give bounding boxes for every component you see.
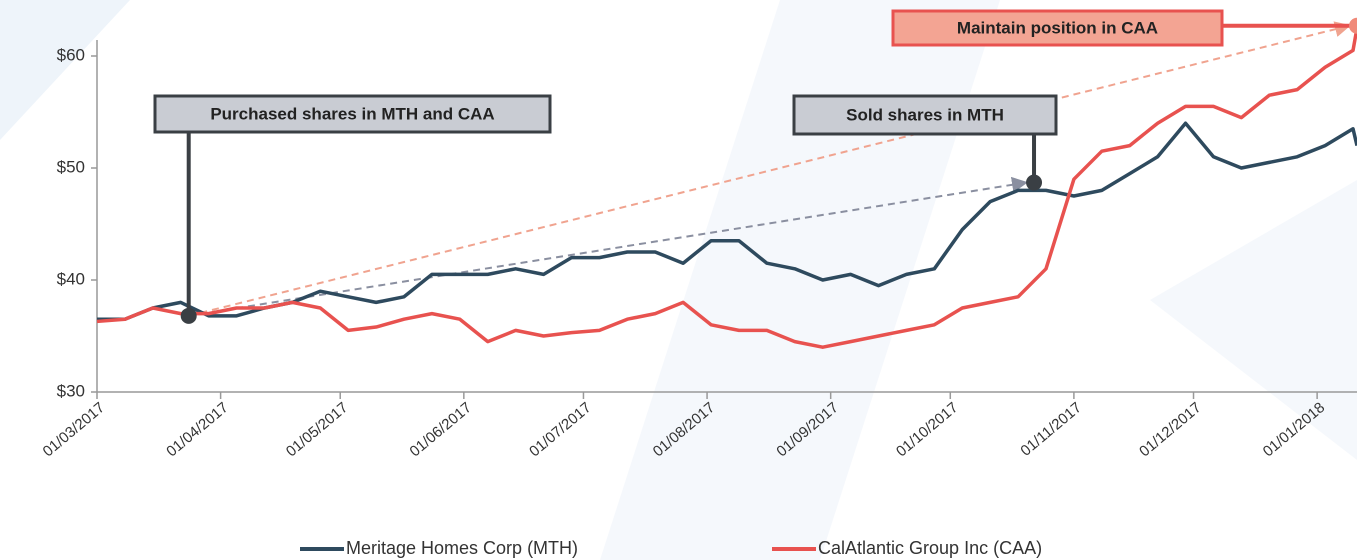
annotation-box [792,94,1058,136]
x-tick-label: 01/06/2017 [407,399,475,460]
annotation-point [1349,17,1357,34]
annotation-text: Sold shares in MTH [846,105,1004,124]
annotation-point [1026,174,1043,191]
y-tick-label: $60 [57,45,85,64]
annotation-box [891,9,1224,47]
x-tick-label: 01/12/2017 [1136,399,1204,460]
annotation-box [153,94,552,134]
bg-shape [0,0,130,140]
x-tick-label: 01/03/2017 [40,399,108,460]
legend-label: Meritage Homes Corp (MTH) [346,538,578,558]
y-tick-label: $50 [57,157,85,176]
trend-arrow [188,176,1029,317]
series-line [97,121,1357,321]
x-tick-label: 01/10/2017 [893,399,961,460]
annotation-text: Maintain position in CAA [957,18,1158,37]
y-tick-label: $40 [57,269,85,288]
x-tick-label: 01/11/2017 [1017,399,1085,460]
trend-arrow [188,21,1351,317]
bg-shape [600,0,1000,560]
x-tick-label: 01/05/2017 [283,399,351,460]
annotation-text: Purchased shares in MTH and CAA [210,104,494,123]
legend-label: CalAtlantic Group Inc (CAA) [818,538,1042,558]
x-tick-label: 01/07/2017 [526,399,594,460]
y-tick-label: $30 [57,381,85,400]
bg-shape [1150,180,1357,460]
series-line [96,27,1357,349]
annotation-point [180,307,197,324]
x-tick-label: 01/04/2017 [163,399,231,460]
